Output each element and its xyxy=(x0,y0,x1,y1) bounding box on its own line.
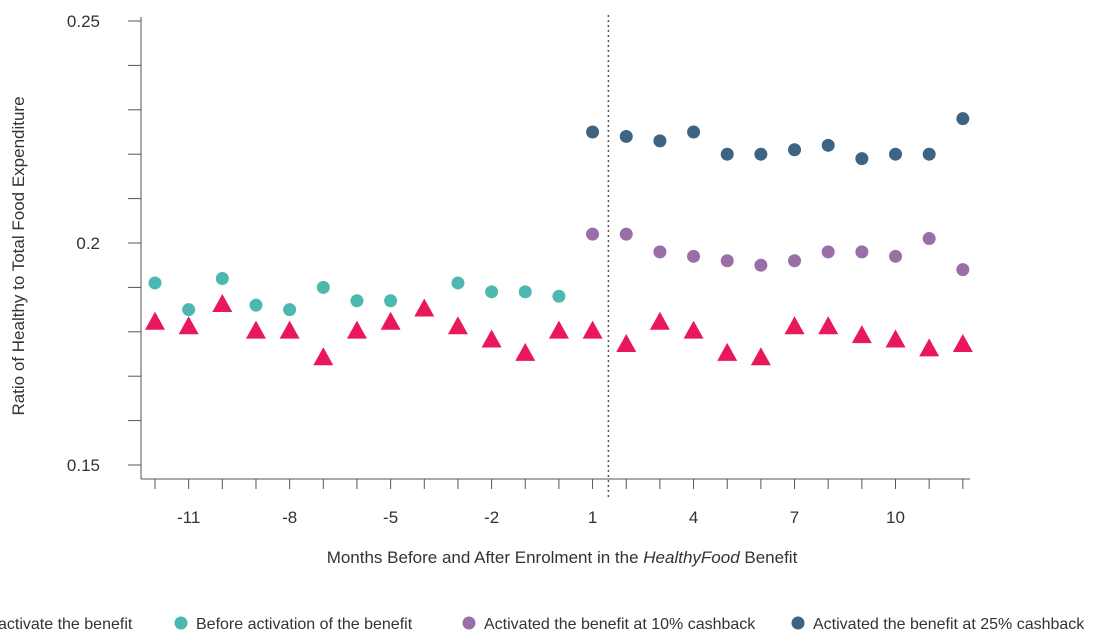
x-axis-title-suffix: Benefit xyxy=(740,548,798,567)
x-tick-label: -8 xyxy=(282,508,297,527)
series-3 xyxy=(586,227,970,277)
circle-point xyxy=(889,147,903,161)
triangle-point xyxy=(750,347,771,366)
x-tick-label: -5 xyxy=(383,508,398,527)
circle-point xyxy=(586,227,600,241)
circle-point xyxy=(687,125,701,139)
circle-point xyxy=(215,272,229,286)
x-tick-label: 1 xyxy=(588,508,597,527)
circle-point xyxy=(653,134,667,148)
legend-label: Before activation of the benefit xyxy=(196,616,413,633)
triangle-point xyxy=(919,338,940,357)
triangle-point xyxy=(717,342,738,361)
circle-point xyxy=(956,112,970,126)
triangle-point xyxy=(346,320,367,339)
data-points xyxy=(145,112,973,366)
triangle-point xyxy=(414,298,435,317)
x-tick-label: 7 xyxy=(790,508,799,527)
x-tick-label: 10 xyxy=(886,508,905,527)
triangle-point xyxy=(313,347,334,366)
triangle-point xyxy=(380,311,401,330)
circle-point xyxy=(182,303,196,317)
circle-point xyxy=(720,147,734,161)
triangle-point xyxy=(885,329,906,348)
circle-point xyxy=(653,245,667,259)
legend-label: Activated the benefit at 25% cashback xyxy=(813,616,1085,633)
triangle-point xyxy=(683,320,704,339)
legend-label: activate the benefit xyxy=(0,616,133,633)
x-tick-label: -11 xyxy=(177,508,200,527)
legend-marker xyxy=(462,616,476,630)
triangle-point xyxy=(616,333,637,352)
legend-item: Activated the benefit at 25% cashback xyxy=(791,616,1085,633)
circle-point xyxy=(249,298,263,312)
triangle-point xyxy=(178,316,199,335)
series-1 xyxy=(145,294,973,366)
legend-item: Before activation of the benefit xyxy=(174,616,413,633)
axes: 0.15 0.2 0.25 -11 -8 -5 -2 1 4 7 10 xyxy=(67,12,970,527)
circle-point xyxy=(855,152,869,166)
legend-item: activate the benefit xyxy=(0,616,133,633)
circle-point xyxy=(956,263,970,277)
circle-point xyxy=(788,254,802,268)
triangle-point xyxy=(515,342,536,361)
legend-label: Activated the benefit at 10% cashback xyxy=(484,616,756,633)
triangle-point xyxy=(145,311,165,330)
circle-point xyxy=(619,129,633,143)
triangle-point xyxy=(279,320,300,339)
triangle-point xyxy=(952,333,973,352)
circle-point xyxy=(350,294,364,308)
circle-point xyxy=(788,143,802,157)
circle-point xyxy=(485,285,499,299)
y-tick-label: 0.2 xyxy=(76,234,100,253)
circle-point xyxy=(821,245,835,259)
triangle-point xyxy=(481,329,502,348)
circle-point xyxy=(384,294,398,308)
triangle-point xyxy=(851,325,872,344)
x-tick-label: 4 xyxy=(689,508,698,527)
x-axis-title-italic: HealthyFood xyxy=(643,548,740,567)
triangle-point xyxy=(548,320,569,339)
circle-point xyxy=(754,147,768,161)
circle-point xyxy=(148,276,162,290)
series-4 xyxy=(586,112,970,166)
circle-point xyxy=(922,232,936,246)
x-axis-title-prefix: Months Before and After Enrolment in the xyxy=(327,548,644,567)
legend-marker xyxy=(174,616,188,630)
circle-point xyxy=(889,249,903,263)
y-axis-title: Ratio of Healthy to Total Food Expenditu… xyxy=(9,96,28,415)
circle-point xyxy=(687,249,701,263)
triangle-point xyxy=(212,294,233,312)
x-axis-title: Months Before and After Enrolment in the… xyxy=(327,548,798,567)
triangle-point xyxy=(649,311,670,330)
circle-point xyxy=(316,280,330,294)
series-2 xyxy=(148,272,566,317)
triangle-point xyxy=(784,316,805,335)
circle-point xyxy=(283,303,297,317)
circle-point xyxy=(586,125,600,139)
triangle-point xyxy=(818,316,839,335)
circle-point xyxy=(922,147,936,161)
circle-point xyxy=(821,138,835,152)
circle-point xyxy=(518,285,532,299)
y-tick-label: 0.15 xyxy=(67,456,100,475)
y-tick-label: 0.25 xyxy=(67,12,100,31)
legend-marker xyxy=(791,616,805,630)
circle-point xyxy=(552,289,566,303)
circle-point xyxy=(855,245,869,259)
circle-point xyxy=(720,254,734,268)
x-tick-label: -2 xyxy=(484,508,499,527)
circle-point xyxy=(619,227,633,241)
legend-item: Activated the benefit at 10% cashback xyxy=(462,616,756,633)
circle-point xyxy=(754,258,768,272)
legend: activate the benefit Before activation of… xyxy=(0,616,1085,633)
circle-point xyxy=(451,276,465,290)
triangle-point xyxy=(245,320,266,339)
triangle-point xyxy=(582,320,603,339)
triangle-point xyxy=(447,316,468,335)
